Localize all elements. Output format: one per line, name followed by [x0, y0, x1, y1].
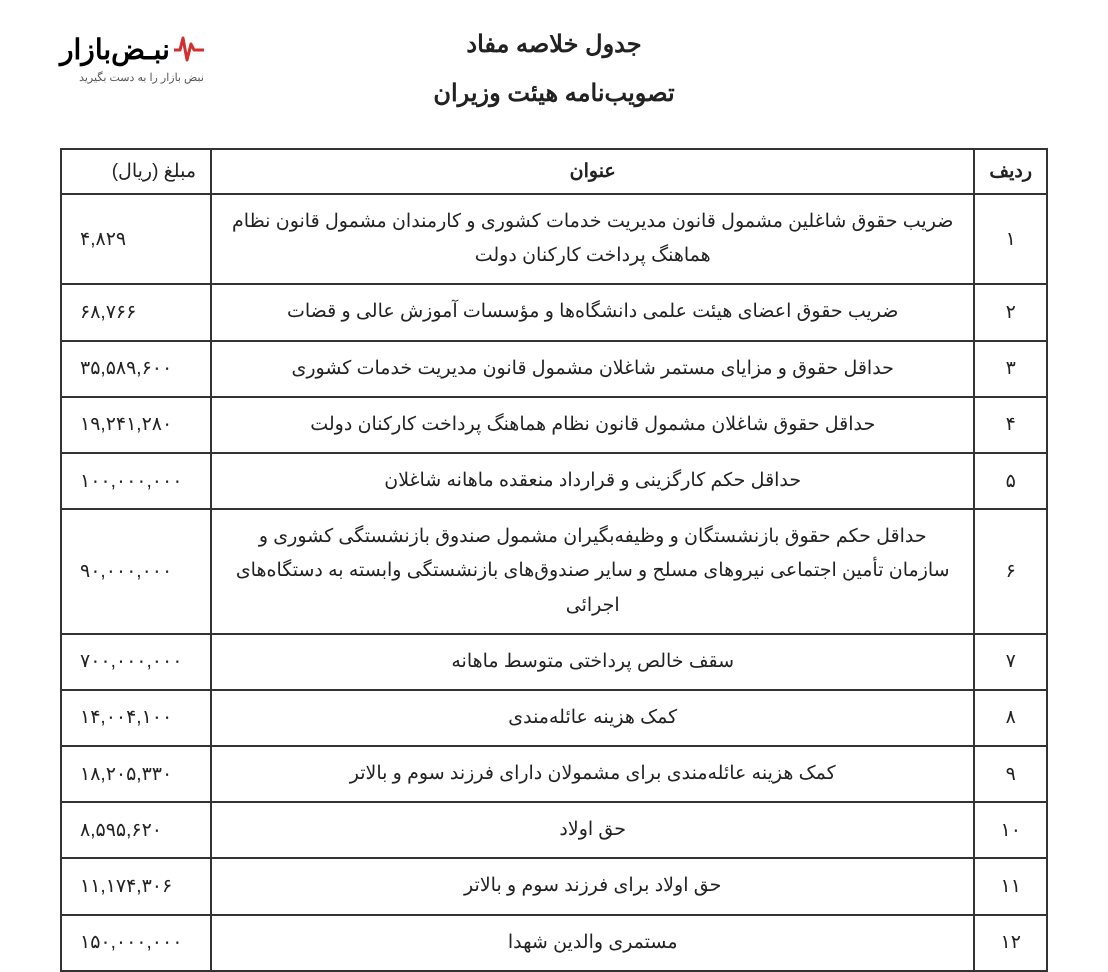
pulse-icon [174, 30, 204, 69]
cell-row-number: ۱ [974, 194, 1047, 284]
document-titles: جدول خلاصه مفاد تصویب‌نامه هیئت وزیران [60, 30, 1048, 108]
cell-row-number: ۶ [974, 509, 1047, 634]
title-line-2: تصویب‌نامه هیئت وزیران [60, 79, 1048, 108]
cell-amount: ۱۱,۱۷۴,۳۰۶ [61, 858, 211, 914]
table-row: ۴حداقل حقوق شاغلان مشمول قانون نظام هماه… [61, 397, 1047, 453]
cell-amount: ۱۴,۰۰۴,۱۰۰ [61, 690, 211, 746]
table-row: ۱۱حق اولاد برای فرزند سوم و بالاتر۱۱,۱۷۴… [61, 858, 1047, 914]
brand-logo: نبـض‌بازار نبض بازار را به دست بگیرید [60, 30, 204, 84]
cell-row-number: ۳ [974, 341, 1047, 397]
table-row: ۱ضریب حقوق شاغلین مشمول قانون مدیریت خدم… [61, 194, 1047, 284]
cell-row-number: ۷ [974, 634, 1047, 690]
table-row: ۲ضریب حقوق اعضای هیئت علمی دانشگاه‌ها و … [61, 284, 1047, 340]
table-row: ۷سقف خالص پرداختی متوسط ماهانه۷۰۰,۰۰۰,۰۰… [61, 634, 1047, 690]
logo-text: نبـض‌بازار [60, 33, 170, 66]
cell-amount: ۱۸,۲۰۵,۳۳۰ [61, 746, 211, 802]
cell-amount: ۱۹,۲۴۱,۲۸۰ [61, 397, 211, 453]
cell-row-number: ۱۰ [974, 802, 1047, 858]
table-row: ۳حداقل حقوق و مزایای مستمر شاغلان مشمول … [61, 341, 1047, 397]
table-header-row: ردیف عنوان مبلغ (ریال) [61, 149, 1047, 194]
cell-title: کمک هزینه عائله‌مندی برای مشمولان دارای … [211, 746, 974, 802]
table-row: ۹کمک هزینه عائله‌مندی برای مشمولان دارای… [61, 746, 1047, 802]
cell-title: سقف خالص پرداختی متوسط ماهانه [211, 634, 974, 690]
table-row: ۶حداقل حکم حقوق بازنشستگان و وظیفه‌بگیرا… [61, 509, 1047, 634]
header-row-number: ردیف [974, 149, 1047, 194]
cell-title: حق اولاد برای فرزند سوم و بالاتر [211, 858, 974, 914]
cell-title: کمک هزینه عائله‌مندی [211, 690, 974, 746]
title-line-1: جدول خلاصه مفاد [60, 30, 1048, 59]
cell-title: ضریب حقوق اعضای هیئت علمی دانشگاه‌ها و م… [211, 284, 974, 340]
cell-row-number: ۴ [974, 397, 1047, 453]
cell-title: حداقل حکم حقوق بازنشستگان و وظیفه‌بگیران… [211, 509, 974, 634]
logo-tagline: نبض بازار را به دست بگیرید [60, 71, 204, 84]
cell-amount: ۶۸,۷۶۶ [61, 284, 211, 340]
cell-row-number: ۸ [974, 690, 1047, 746]
cell-title: مستمری والدین شهدا [211, 915, 974, 971]
cell-amount: ۷۰۰,۰۰۰,۰۰۰ [61, 634, 211, 690]
header-title: عنوان [211, 149, 974, 194]
cell-title: ضریب حقوق شاغلین مشمول قانون مدیریت خدما… [211, 194, 974, 284]
cell-amount: ۴,۸۲۹ [61, 194, 211, 284]
cell-title: حداقل حقوق و مزایای مستمر شاغلان مشمول ق… [211, 341, 974, 397]
cell-row-number: ۹ [974, 746, 1047, 802]
table-row: ۸کمک هزینه عائله‌مندی۱۴,۰۰۴,۱۰۰ [61, 690, 1047, 746]
cell-row-number: ۱۲ [974, 915, 1047, 971]
header-amount: مبلغ (ریال) [61, 149, 211, 194]
cell-title: حق اولاد [211, 802, 974, 858]
table-row: ۱۰حق اولاد۸,۵۹۵,۶۲۰ [61, 802, 1047, 858]
cell-title: حداقل حکم کارگزینی و قرارداد منعقده ماها… [211, 453, 974, 509]
cell-amount: ۱۵۰,۰۰۰,۰۰۰ [61, 915, 211, 971]
table-row: ۵حداقل حکم کارگزینی و قرارداد منعقده ماه… [61, 453, 1047, 509]
cell-amount: ۳۵,۵۸۹,۶۰۰ [61, 341, 211, 397]
cell-row-number: ۲ [974, 284, 1047, 340]
cell-amount: ۹۰,۰۰۰,۰۰۰ [61, 509, 211, 634]
cell-row-number: ۱۱ [974, 858, 1047, 914]
cell-amount: ۸,۵۹۵,۶۲۰ [61, 802, 211, 858]
cell-row-number: ۵ [974, 453, 1047, 509]
summary-table: ردیف عنوان مبلغ (ریال) ۱ضریب حقوق شاغلین… [60, 148, 1048, 972]
cell-amount: ۱۰۰,۰۰۰,۰۰۰ [61, 453, 211, 509]
cell-title: حداقل حقوق شاغلان مشمول قانون نظام هماهن… [211, 397, 974, 453]
table-row: ۱۲مستمری والدین شهدا۱۵۰,۰۰۰,۰۰۰ [61, 915, 1047, 971]
